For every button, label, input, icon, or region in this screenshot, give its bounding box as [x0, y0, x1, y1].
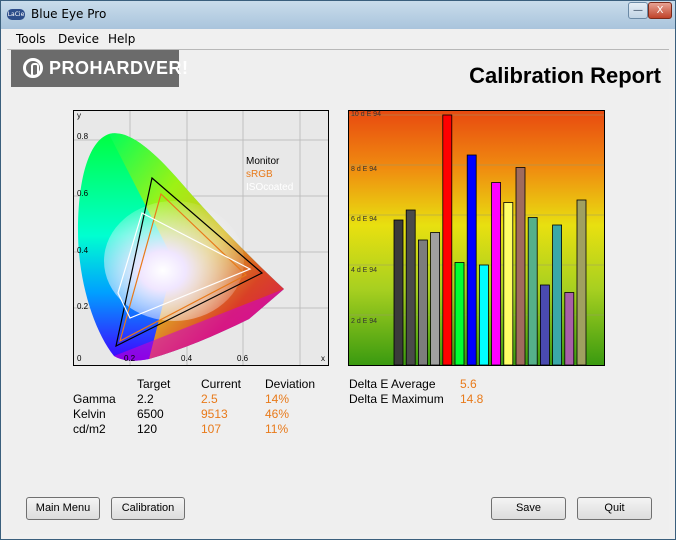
- minimize-button[interactable]: —: [628, 2, 648, 19]
- delta-e-bar: [564, 292, 575, 366]
- cie-x-tick: 0.2: [124, 354, 136, 363]
- luminance-current: 107: [201, 422, 222, 436]
- kelvin-target: 6500: [137, 407, 164, 421]
- delta-e-maximum-label: Delta E Maximum: [349, 392, 444, 406]
- delta-e-bar: [491, 182, 502, 366]
- header-deviation: Deviation: [265, 377, 316, 391]
- cie-gamut-svg: [74, 111, 328, 365]
- cie-y-axis-label: y: [77, 111, 81, 120]
- bar-y-tick: 4 d E 94: [351, 267, 378, 274]
- row-label-gamma: Gamma: [73, 392, 116, 406]
- calibration-button[interactable]: Calibration: [111, 497, 185, 520]
- legend-srgb: sRGB: [246, 169, 273, 180]
- cie-x-axis-label: x: [321, 354, 325, 363]
- delta-e-bar: [539, 284, 550, 366]
- gamma-target: 2.2: [137, 392, 154, 406]
- delta-e-maximum-value: 14.8: [460, 392, 484, 406]
- delta-e-bar: [466, 154, 477, 366]
- cie-y-tick: 0.6: [77, 189, 89, 198]
- delta-e-bar: [430, 232, 440, 366]
- menu-device[interactable]: Device: [58, 32, 100, 46]
- legend-monitor: Monitor: [246, 156, 280, 167]
- cie-y-tick: 0.4: [77, 246, 89, 255]
- quit-button[interactable]: Quit: [577, 497, 652, 520]
- save-button[interactable]: Save: [491, 497, 566, 520]
- kelvin-deviation: 46%: [265, 407, 290, 421]
- bar-y-tick: 8 d E 94: [351, 166, 378, 173]
- monitor-gamut: [115, 176, 264, 348]
- legend-isocoated: ISOcoated: [246, 182, 294, 193]
- gamma-deviation: 14%: [265, 392, 290, 406]
- bar-y-tick: 10 d E 94: [351, 111, 381, 118]
- cie-gamut-chart: y x 0.8 0.6 0.4 0.2 0 0.2 0.4 0.6 Monito…: [73, 110, 329, 366]
- delta-e-bar: [393, 219, 404, 366]
- srgb-gamut: [119, 192, 248, 343]
- watermark-text: PROHARDVER!: [49, 58, 189, 78]
- menu-help[interactable]: Help: [108, 32, 136, 46]
- title-bar[interactable]: LaCie Blue Eye Pro — X: [1, 1, 675, 29]
- delta-e-average-value: 5.6: [460, 377, 477, 391]
- page-title: Calibration Report: [469, 63, 661, 88]
- luminance-deviation: 11%: [265, 422, 289, 436]
- luminance-target: 120: [137, 422, 158, 436]
- cie-x-tick: 0.4: [181, 354, 193, 363]
- delta-e-bar: [576, 199, 587, 366]
- delta-e-bar-svg: [349, 111, 604, 366]
- delta-e-bar: [478, 264, 489, 366]
- cie-y-tick: 0.2: [77, 302, 89, 311]
- row-label-luminance: cd/m2: [73, 422, 106, 436]
- bar-y-tick: 2 d E 94: [351, 318, 378, 325]
- header-current: Current: [201, 377, 242, 391]
- close-button[interactable]: X: [648, 2, 672, 19]
- delta-e-bar: [405, 209, 416, 366]
- delta-e-bar-chart: 10 d E 94 8 d E 94 6 d E 94 4 d E 94 2 d…: [348, 110, 605, 366]
- prohardver-logo-icon: [23, 58, 43, 78]
- delta-e-bar: [442, 114, 453, 366]
- isocoated-gamut: [117, 212, 252, 319]
- menu-bar: Tools Device Help: [7, 29, 669, 50]
- main-menu-button[interactable]: Main Menu: [26, 497, 100, 520]
- delta-e-bar: [503, 202, 514, 366]
- window-title: Blue Eye Pro: [31, 7, 107, 21]
- cie-y-tick: 0: [77, 354, 82, 363]
- menu-tools[interactable]: Tools: [16, 32, 46, 46]
- delta-e-average-label: Delta E Average: [349, 377, 436, 391]
- delta-e-bar: [454, 262, 465, 366]
- prohardver-watermark: PROHARDVER!: [11, 50, 188, 87]
- kelvin-current: 9513: [201, 407, 228, 421]
- header-target: Target: [137, 377, 171, 391]
- row-label-kelvin: Kelvin: [73, 407, 106, 421]
- lacie-logo-icon: LaCie: [7, 9, 25, 20]
- cie-x-tick: 0.6: [237, 354, 249, 363]
- delta-e-bar: [418, 239, 428, 366]
- delta-e-bar: [515, 167, 526, 366]
- bar-y-tick: 6 d E 94: [351, 216, 378, 223]
- delta-e-bar: [527, 217, 538, 366]
- gamma-current: 2.5: [201, 392, 218, 406]
- delta-e-bar: [552, 224, 563, 366]
- cie-y-tick: 0.8: [77, 132, 89, 141]
